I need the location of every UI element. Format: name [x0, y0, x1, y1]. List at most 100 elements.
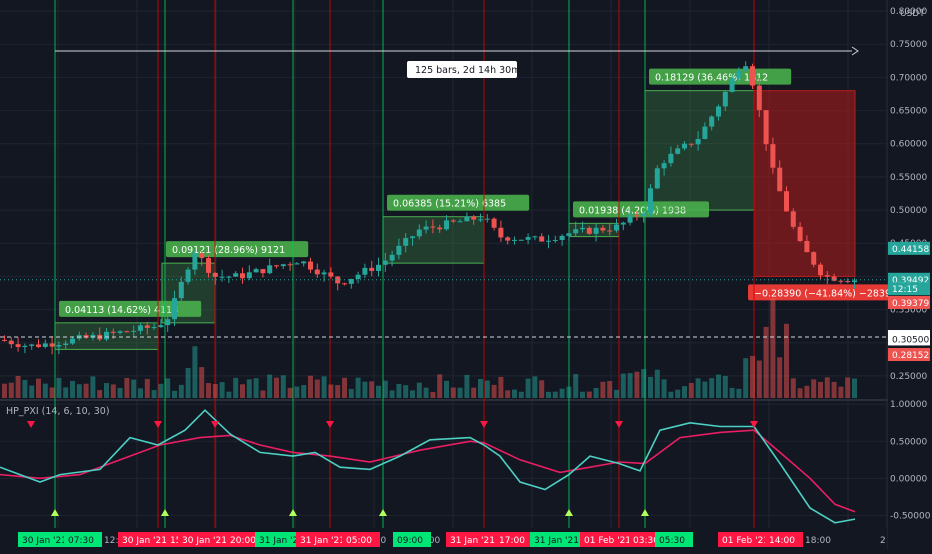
- volume-bar: [505, 390, 511, 398]
- time-flag-text: 15: [170, 536, 181, 546]
- oscillator-main-line: [0, 409, 856, 524]
- trade-zone: [644, 90, 755, 211]
- volume-bar: [668, 391, 674, 398]
- candlesticks[interactable]: [2, 61, 857, 355]
- volume-bar: [675, 389, 681, 398]
- time-flag: [655, 532, 693, 547]
- time-flag-text: 07:30: [68, 536, 94, 546]
- candle-body: [593, 227, 599, 234]
- volume-bar: [457, 387, 463, 398]
- time-flag: [64, 532, 102, 547]
- volume-bar: [15, 375, 21, 398]
- candle-body: [586, 227, 592, 234]
- volume-bar: [702, 381, 708, 398]
- candle-body: [573, 229, 579, 234]
- candle-body: [226, 276, 232, 278]
- candle-body: [151, 327, 157, 329]
- candle-body: [525, 237, 531, 240]
- volume-bar: [348, 388, 354, 398]
- candle-body: [450, 220, 456, 222]
- trade-label-bg: [649, 68, 792, 85]
- candle-body: [294, 263, 300, 265]
- candle-body: [777, 167, 783, 192]
- trade-label-bg: [387, 194, 530, 211]
- volume-bar: [83, 383, 89, 398]
- candle-body: [831, 276, 837, 281]
- candle-body: [328, 272, 334, 277]
- candle-body: [83, 335, 89, 338]
- time-flag-text: 30 Jan '21: [182, 536, 227, 546]
- candle-body: [287, 264, 293, 266]
- oscillator-signal-line: [0, 429, 856, 513]
- candle-body: [369, 267, 375, 271]
- time-tick: 2: [880, 536, 886, 546]
- price-tick: 0.75000: [890, 40, 927, 50]
- candle-body: [627, 215, 633, 223]
- candle-body: [797, 226, 803, 241]
- volume-bar: [484, 380, 490, 398]
- volume-bar: [620, 373, 626, 398]
- volume-bar: [110, 384, 116, 398]
- volume-bar: [716, 374, 721, 398]
- sell-arrow-icon: [211, 421, 219, 428]
- osc-tick: 1.00000: [890, 400, 927, 410]
- volume-bar: [342, 377, 347, 398]
- price-badge: [888, 295, 930, 309]
- measure-label-bg: [407, 61, 517, 78]
- volume-bar: [226, 391, 232, 398]
- candle-body: [22, 345, 28, 347]
- price-tick: 0.35000: [890, 306, 927, 316]
- time-flag-text: 17:00: [499, 536, 525, 546]
- candle-body: [158, 325, 164, 328]
- candle-body: [457, 221, 463, 223]
- volume-bar: [355, 377, 361, 398]
- candle-body: [131, 330, 137, 332]
- volume-bar: [586, 391, 592, 398]
- volume-bar: [403, 385, 409, 398]
- volume-bar: [104, 383, 109, 398]
- volume-bar: [688, 382, 694, 398]
- volume-bar: [648, 376, 653, 398]
- time-tick: 18:00: [805, 536, 831, 546]
- price-tick: 0.25000: [890, 372, 927, 382]
- volume-bar: [49, 387, 55, 398]
- volume-bar: [607, 381, 613, 398]
- candle-body: [736, 71, 742, 79]
- candle-body: [389, 254, 395, 261]
- trade-label: 0.09121 (28.96%) 9121: [172, 245, 285, 256]
- candle-body: [192, 253, 198, 270]
- volume-bar: [566, 386, 572, 398]
- volume-bar: [321, 376, 327, 398]
- candle-body: [845, 281, 851, 283]
- buy-arrow-icon: [51, 509, 59, 516]
- volume-bar: [178, 384, 184, 398]
- volume-bar: [301, 385, 307, 398]
- volume-bar: [654, 369, 660, 398]
- volume-bar: [627, 373, 633, 398]
- volume-bar: [818, 381, 823, 398]
- volume-bar: [76, 384, 82, 398]
- candle-body: [702, 126, 708, 139]
- candle-body: [559, 235, 565, 240]
- volume-bar: [539, 380, 545, 398]
- measure-label: 125 bars, 2d 14h 30m: [415, 65, 520, 76]
- candle-body: [314, 269, 320, 275]
- volume-bar: [763, 326, 769, 398]
- price-tick: 0.55000: [890, 173, 927, 183]
- time-flag-text: 31 Jan '21: [534, 536, 579, 546]
- price-badge: [888, 348, 930, 362]
- candle-body: [491, 218, 497, 228]
- volume-bar: [641, 369, 647, 398]
- volume-bar: [722, 375, 728, 398]
- volume-bar: [824, 377, 830, 398]
- candle-body: [546, 240, 551, 242]
- candle-body: [695, 138, 701, 145]
- oscillator-pane[interactable]: HP_PXI (14, 6, 10, 30): [0, 406, 856, 524]
- candle-body: [410, 236, 415, 239]
- candle-body: [301, 261, 307, 264]
- candle-body: [49, 343, 55, 347]
